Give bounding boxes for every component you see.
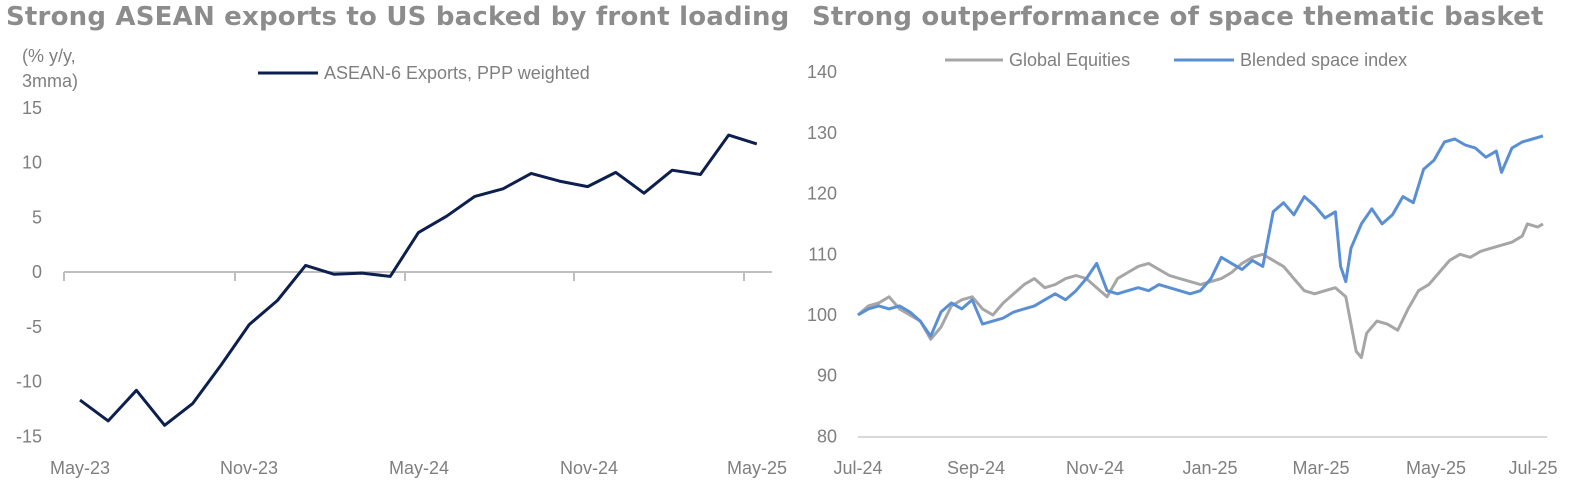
global-equities-series-line (857, 222, 1544, 359)
legend-label-asean-exports: ASEAN-6 Exports, PPP weighted (324, 63, 590, 83)
y-tick-label: 10 (22, 153, 42, 173)
y-tick-label: 110 (808, 244, 837, 264)
y-tick-label: -15 (16, 426, 42, 446)
x-tick-label: Nov-24 (560, 458, 618, 478)
y-tick-label: 100 (807, 305, 837, 325)
y-tick-label: -10 (16, 372, 42, 392)
x-tick-label: Mar-25 (1292, 458, 1349, 478)
x-tick-label: Jul-25 (1508, 458, 1557, 478)
y-tick-label: 90 (817, 366, 837, 386)
y-tick-label: 130 (807, 123, 837, 143)
asean-exports-line-chart: May-23 Nov-23 May-24 Nov-24 May-25 15 10 5 0 -5 -1… (16, 63, 787, 478)
y-tick-label: 5 (32, 207, 42, 227)
x-tick-label: Jan-25 (1182, 458, 1237, 478)
x-tick-label: May-23 (50, 458, 110, 478)
left-chart-panel: Strong ASEAN exports to US backed by fro… (6, 2, 790, 478)
x-tick-label: Nov-24 (1066, 458, 1124, 478)
left-y-axis-unit-label: (% y/y, 3mma) (22, 46, 79, 91)
legend-label-space-index: Blended space index (1240, 50, 1407, 70)
right-chart-title: Strong outperformance of space thematic … (812, 2, 1544, 32)
legend-label-global-equities: Global Equities (1009, 50, 1130, 70)
left-chart-title: Strong ASEAN exports to US backed by fro… (6, 2, 790, 32)
y-tick-label: 80 (817, 426, 837, 446)
space-basket-line-chart: 140 130 120 110 100 90 80 Jul-24 Sep-24 Nov-24 Jan… (807, 50, 1558, 478)
x-tick-label: May-25 (1406, 458, 1466, 478)
x-tick-label: May-25 (727, 458, 787, 478)
y-tick-label: 120 (807, 184, 837, 204)
x-tick-label: May-24 (389, 458, 449, 478)
x-tick-label: Sep-24 (947, 458, 1005, 478)
y-tick-label: -5 (26, 317, 42, 337)
space-index-series-line (857, 134, 1544, 338)
y-tick-label: 15 (22, 98, 42, 118)
x-tick-label: Nov-23 (220, 458, 278, 478)
asean-exports-series-line (79, 133, 758, 427)
right-chart-panel: Strong outperformance of space thematic … (790, 0, 1577, 490)
y-tick-label: 140 (807, 62, 837, 82)
x-tick-label: Jul-24 (833, 458, 882, 478)
y-tick-label: 0 (32, 262, 42, 282)
